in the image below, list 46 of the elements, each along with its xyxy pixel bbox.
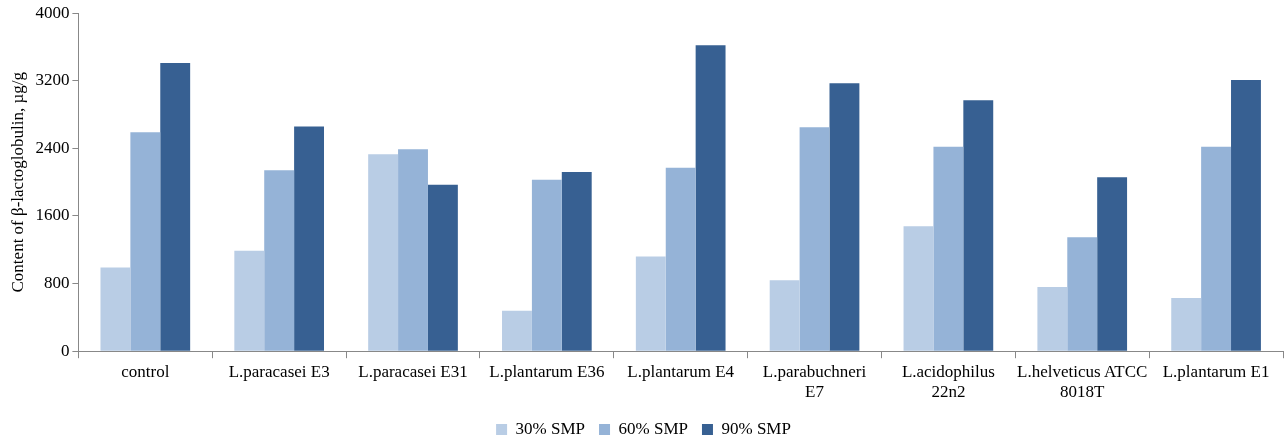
- bar: [1231, 79, 1261, 351]
- bar: [695, 45, 726, 351]
- x-tick-label: L.acidophilus 22n2: [901, 361, 995, 402]
- legend-label: 60% SMP: [618, 418, 688, 438]
- x-tick-label: control: [121, 361, 170, 381]
- legend-label: 90% SMP: [721, 418, 791, 438]
- bar: [963, 100, 994, 351]
- bar: [665, 167, 696, 351]
- y-axis-title: Content of β-lactoglobulin, µg/g: [7, 71, 27, 293]
- bar: [1097, 177, 1128, 351]
- bar: [160, 63, 191, 351]
- bar: [502, 310, 532, 351]
- y-tick-label: 0: [60, 340, 70, 360]
- bar: [100, 267, 131, 351]
- bar: [635, 256, 666, 351]
- x-tick-label: L.paracasei E31: [358, 361, 468, 381]
- bar: [368, 154, 399, 351]
- legend-label: 30% SMP: [515, 418, 586, 438]
- bar: [829, 83, 860, 351]
- bar: [294, 126, 325, 351]
- bar: [427, 184, 458, 351]
- bar: [933, 146, 964, 351]
- bar: [130, 132, 161, 351]
- x-tick-label: L.parabuchneri E7: [762, 361, 867, 402]
- bar: [531, 179, 562, 351]
- y-tick-label: 800: [43, 273, 70, 293]
- bar: [1067, 237, 1098, 351]
- x-tick-label: L.plantarum E36: [489, 361, 605, 381]
- y-tick-label: 3200: [35, 70, 70, 90]
- x-tick-label: L.paracasei E3: [228, 361, 330, 381]
- bar: [398, 149, 428, 351]
- bar: [1037, 286, 1068, 351]
- bar: [799, 127, 830, 351]
- x-tick-label: L.helveticus ATCC 8018T: [1017, 361, 1148, 402]
- bar: [234, 250, 265, 351]
- y-tick-label: 2400: [35, 137, 70, 157]
- y-tick-label: 4000: [35, 2, 70, 22]
- bar: [1201, 146, 1232, 351]
- bar: [769, 280, 800, 351]
- bar: [561, 172, 592, 351]
- bar: [264, 170, 295, 351]
- bar: [1171, 297, 1202, 351]
- x-tick-label: L.plantarum E1: [1162, 361, 1270, 381]
- x-tick-label: L.plantarum E4: [627, 361, 735, 381]
- bar: [903, 226, 934, 351]
- y-tick-label: 1600: [35, 205, 70, 225]
